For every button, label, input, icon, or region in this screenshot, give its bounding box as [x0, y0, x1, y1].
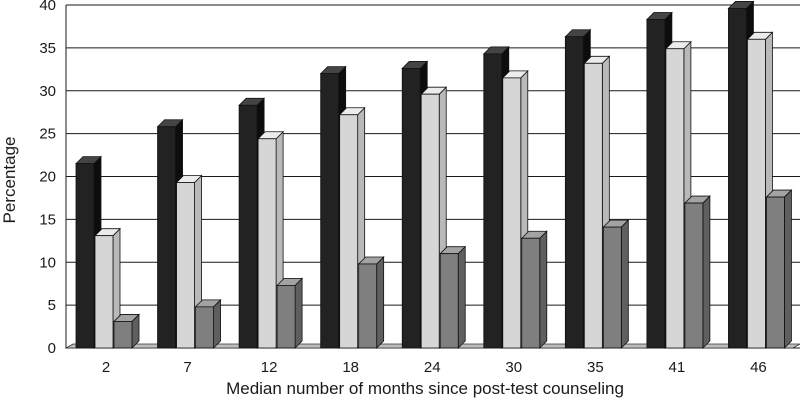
bar-side	[213, 298, 221, 349]
bar-front	[439, 253, 459, 349]
y-tick-label-15: 15	[39, 211, 56, 228]
bar-s3-46	[765, 189, 793, 349]
bar-front	[646, 19, 666, 349]
bar-front	[195, 306, 214, 349]
y-tick-label-20: 20	[39, 169, 56, 186]
y-axis-title: Percentage	[0, 137, 19, 224]
bar-front	[766, 196, 785, 349]
x-tick-label-12: 12	[261, 359, 278, 376]
x-tick-label-18: 18	[342, 359, 359, 376]
bar-s3-30	[520, 230, 548, 349]
bar-s3-2	[113, 313, 140, 349]
y-tick-label-0: 0	[48, 340, 56, 357]
bar-front	[276, 285, 296, 349]
bar-front	[94, 235, 114, 349]
x-tick-label-24: 24	[424, 359, 441, 376]
bar-front	[113, 321, 133, 349]
bar-front	[684, 202, 704, 349]
y-tick-label-25: 25	[39, 126, 56, 143]
bar-side	[784, 189, 792, 349]
bar-s3-24	[439, 245, 467, 349]
bar-front	[564, 36, 584, 349]
bar-side	[620, 219, 629, 349]
bar-front	[320, 73, 340, 349]
y-tick-label-40: 40	[39, 0, 56, 14]
bar-front	[257, 138, 277, 349]
bar-front	[157, 126, 176, 349]
x-tick-label-7: 7	[183, 359, 191, 376]
bar-front	[75, 163, 95, 349]
bar-front	[401, 68, 421, 349]
x-tick-label-30: 30	[505, 359, 522, 376]
x-tick-label-2: 2	[102, 359, 110, 376]
bar-front	[728, 8, 747, 349]
y-tick-label-35: 35	[39, 40, 56, 57]
bar-front	[358, 263, 378, 349]
bar-front	[747, 38, 766, 349]
bar-front	[238, 104, 258, 349]
bar-side	[702, 195, 711, 349]
bar-s3-18	[357, 255, 385, 349]
bar-front	[665, 48, 685, 349]
bar-front	[176, 182, 195, 349]
bar-front	[339, 114, 359, 349]
bar-front	[483, 53, 503, 349]
bar-front	[602, 226, 622, 349]
bar-front	[521, 237, 541, 349]
x-axis-ticks: 2 7 12 18 24 30 35 41 46	[102, 359, 767, 376]
bar-s2-46	[746, 31, 774, 349]
y-tick-label-30: 30	[39, 83, 56, 100]
x-tick-label-35: 35	[587, 359, 604, 376]
x-tick-label-46: 46	[750, 359, 767, 376]
bar-s3-7	[194, 298, 222, 349]
bar-side	[294, 277, 303, 349]
x-tick-label-41: 41	[669, 359, 686, 376]
bar-front	[583, 62, 603, 349]
bar-side	[457, 245, 466, 349]
bar-front	[502, 77, 522, 349]
x-axis-title: Median number of months since post-test …	[226, 379, 624, 398]
y-tick-label-5: 5	[48, 297, 56, 314]
bar-s3-12	[276, 277, 304, 349]
y-tick-label-10: 10	[39, 254, 56, 271]
bars	[75, 0, 793, 349]
bar-s3-35	[602, 219, 630, 349]
bar-side	[539, 230, 548, 349]
y-axis-ticks: 0 5 10 15 20 25 30 35 40	[39, 0, 56, 357]
bar-side	[376, 255, 385, 349]
bar-front	[420, 93, 440, 349]
bar-s3-41	[683, 195, 711, 349]
